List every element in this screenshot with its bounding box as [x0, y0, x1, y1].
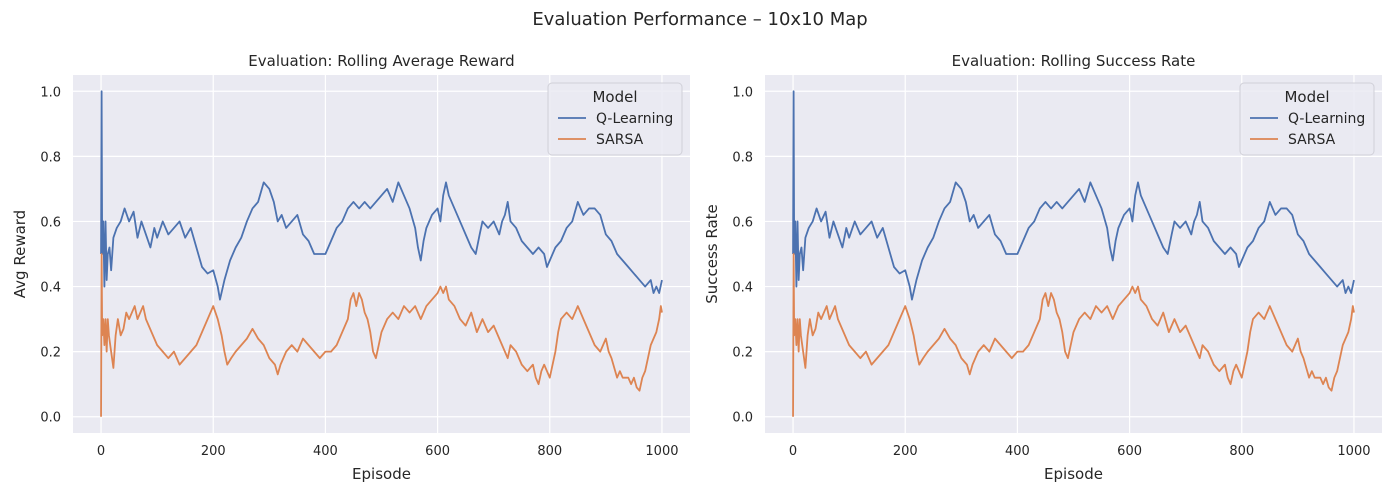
legend-title: Model — [592, 88, 637, 106]
y-axis-label: Avg Reward — [11, 210, 29, 298]
chart-title: Evaluation: Rolling Average Reward — [248, 52, 514, 70]
legend-entry: Q-Learning — [596, 111, 673, 127]
chart-panel-2: 0 200 400 600 800 1000 0.0 0.2 0.4 0.6 0.8 1.0 Evalu… — [703, 52, 1382, 483]
y-tick-label: 0.8 — [732, 150, 753, 165]
chart-title: Evaluation: Rolling Success Rate — [952, 52, 1196, 70]
x-tick-label: 400 — [313, 444, 338, 459]
x-tick-label: 800 — [1229, 444, 1254, 459]
y-tick-label: 1.0 — [732, 85, 753, 100]
x-tick-label: 0 — [789, 444, 797, 459]
x-tick-label: 600 — [1117, 444, 1142, 459]
x-tick-label: 600 — [425, 444, 450, 459]
x-tick-label: 1000 — [1337, 444, 1370, 459]
x-axis-label: Episode — [352, 465, 411, 483]
y-tick-label: 0.2 — [732, 346, 753, 361]
x-tick-label: 1000 — [645, 444, 678, 459]
y-tick-label: 0.4 — [732, 281, 753, 296]
y-tick-label: 1.0 — [40, 85, 61, 100]
series-line-sarsa — [792, 253, 1355, 417]
x-tick-label: 200 — [201, 444, 226, 459]
legend-entry: SARSA — [1288, 132, 1336, 148]
y-axis-label: Success Rate — [703, 204, 721, 304]
y-tick-label: 0.0 — [40, 411, 61, 426]
chart-panel-1: 0 200 400 600 800 1000 0.0 0.2 0.4 0.6 0.8 1.0 Evalu… — [11, 52, 690, 483]
legend-box — [1239, 82, 1375, 156]
x-tick-label: 0 — [97, 444, 105, 459]
x-tick-label: 400 — [1005, 444, 1030, 459]
series-line-q-learning — [100, 90, 663, 301]
y-tick-label: 0.4 — [40, 281, 61, 296]
y-tick-label: 0.6 — [732, 215, 753, 230]
series-line-q-learning — [792, 90, 1355, 301]
y-tick-label: 0.0 — [732, 411, 753, 426]
x-tick-label: 800 — [537, 444, 562, 459]
y-tick-label: 0.2 — [40, 346, 61, 361]
chart-panels: 0 200 400 600 800 1000 0.0 0.2 0.4 0.6 0.8 1.0 Evalu… — [11, 52, 1382, 483]
figure-suptitle: Evaluation Performance – 10x10 Map — [532, 9, 867, 30]
y-tick-label: 0.6 — [40, 215, 61, 230]
legend: Model Q-Learning SARSA — [1239, 82, 1375, 156]
legend-entry: SARSA — [596, 132, 644, 148]
legend-title: Model — [1284, 88, 1329, 106]
x-tick-label: 200 — [893, 444, 918, 459]
y-tick-label: 0.8 — [40, 150, 61, 165]
legend: Model Q-Learning SARSA — [547, 82, 683, 156]
series-line-sarsa — [100, 253, 663, 417]
x-axis-label: Episode — [1044, 465, 1103, 483]
legend-box — [547, 82, 683, 156]
legend-entry: Q-Learning — [1288, 111, 1365, 127]
